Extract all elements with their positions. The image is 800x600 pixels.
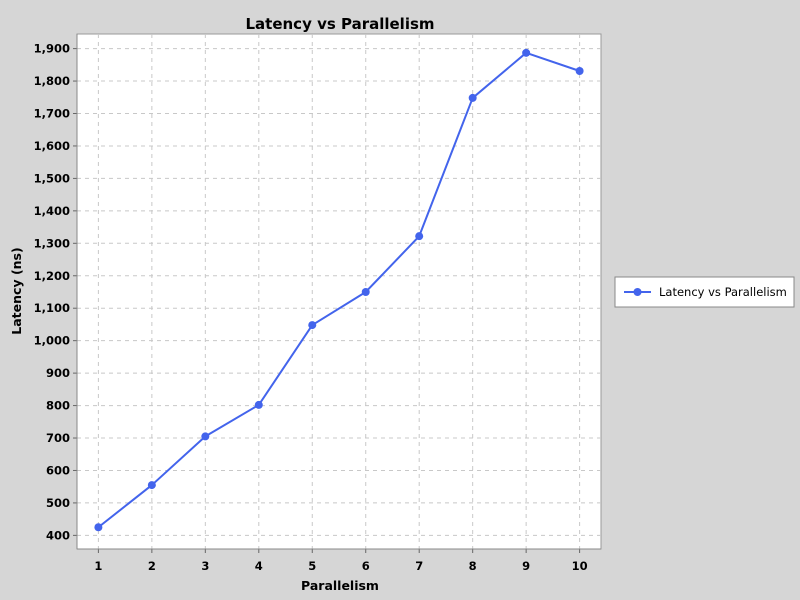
y-tick-label: 800 [46, 399, 70, 413]
x-tick-label: 3 [201, 559, 209, 573]
series-layer [94, 48, 584, 532]
data-point [147, 481, 156, 490]
y-tick-label: 1,600 [34, 139, 70, 153]
legend: Latency vs Parallelism [614, 276, 795, 308]
data-point [201, 432, 210, 441]
y-tick-label: 700 [46, 431, 70, 445]
y-tick-label: 1,200 [34, 269, 70, 283]
x-tick-label: 9 [522, 559, 530, 573]
y-tick-label: 1,900 [34, 42, 70, 56]
y-tick-label: 1,300 [34, 236, 70, 250]
plot-area [76, 33, 602, 550]
data-point [94, 523, 103, 532]
y-tick-label: 1,400 [34, 204, 70, 218]
y-tick-label: 1,500 [34, 171, 70, 185]
data-point [308, 321, 317, 330]
y-tick-label: 600 [46, 463, 70, 477]
y-tick-label: 400 [46, 528, 70, 542]
y-tick-label: 900 [46, 366, 70, 380]
x-tick-label: 6 [362, 559, 370, 573]
data-point [522, 48, 531, 57]
y-tick-label: 1,000 [34, 334, 70, 348]
y-tick-label: 500 [46, 496, 70, 510]
chart-title: Latency vs Parallelism [245, 15, 434, 33]
y-tick-label: 1,800 [34, 74, 70, 88]
data-point [575, 66, 584, 75]
x-tick-label: 5 [308, 559, 316, 573]
x-axis-label: Parallelism [301, 578, 379, 593]
legend-marker-swatch [633, 288, 642, 296]
x-tick-label: 8 [469, 559, 477, 573]
data-point [254, 400, 263, 409]
y-axis-label: Latency (ns) [9, 247, 24, 334]
x-tick-label: 2 [148, 559, 156, 573]
y-tick-label: 1,700 [34, 107, 70, 121]
x-tick-label: 7 [415, 559, 423, 573]
data-point [415, 232, 424, 241]
x-tick-label: 10 [572, 559, 588, 573]
y-tick-label: 1,100 [34, 301, 70, 315]
axes: 400 500 600 700 800 900 1,000 1,100 1,200 1,300 1,… [34, 34, 601, 573]
x-tick-label: 4 [255, 559, 263, 573]
data-point [361, 287, 370, 296]
series-line [97, 51, 580, 529]
data-point [468, 93, 477, 102]
x-tick-label: 1 [94, 559, 102, 573]
legend-entry-label: Latency vs Parallelism [659, 285, 787, 299]
